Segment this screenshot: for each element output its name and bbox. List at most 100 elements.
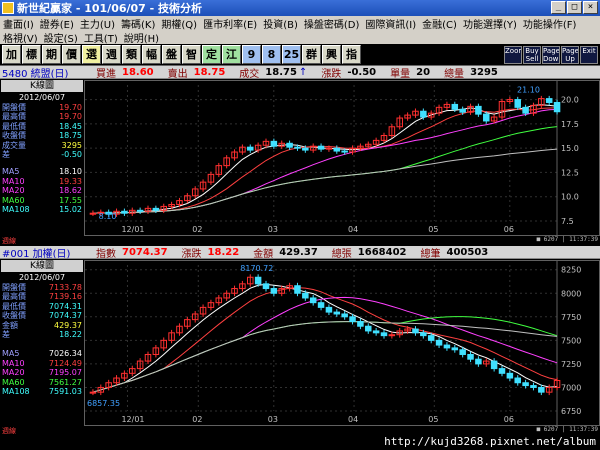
toolbar-button-7[interactable]: 幅 xyxy=(142,45,161,64)
toolbar-button-14[interactable]: 25 xyxy=(282,45,301,64)
menu-item-menu1-0[interactable]: 畫面(I) xyxy=(3,19,34,31)
toolbar-button-6[interactable]: 類 xyxy=(122,45,141,64)
menu-item-menu1-11[interactable]: 功能操作(F) xyxy=(522,19,577,31)
toolbar-button-5[interactable]: 週 xyxy=(102,45,121,64)
toolbar-button-15[interactable]: 群 xyxy=(302,45,321,64)
menu-item-menu1-5[interactable]: 匯市利率(E) xyxy=(203,19,258,31)
candle-body xyxy=(396,330,403,336)
toolbar-icon-buy-sell[interactable]: Buy Sell xyxy=(523,45,541,64)
menu-item-menu1-9[interactable]: 金融(C) xyxy=(422,19,457,31)
close-button[interactable]: × xyxy=(583,1,598,14)
info-value: 20 xyxy=(416,66,431,78)
toolbar-icon-exit[interactable]: Exit xyxy=(580,45,598,64)
toolbar-button-3[interactable]: 價 xyxy=(62,45,81,64)
menu-item-menu2-1[interactable]: 設定(S) xyxy=(43,33,78,45)
toolbar-button-10[interactable]: 定 xyxy=(202,45,221,64)
toolbar-button-2[interactable]: 期 xyxy=(42,45,61,64)
x-tick-label: 05 xyxy=(428,415,438,424)
menu-bar-secondary: 格視(V) 設定(S) 工具(T) 說明(H) xyxy=(0,30,600,45)
y-tick-label: 20.0 xyxy=(561,96,579,105)
ma-row: MA5 7026.34 xyxy=(0,349,84,358)
candle-body xyxy=(317,302,325,308)
candle-body xyxy=(278,142,285,147)
menu-item-menu1-6[interactable]: 投資(B) xyxy=(263,19,298,31)
info-label: 指數 xyxy=(96,248,116,260)
menu-item-menu1-4[interactable]: 期權(Q) xyxy=(161,19,198,31)
toolbar-button-8[interactable]: 盤 xyxy=(162,45,181,64)
menu-item-menu2-2[interactable]: 工具(T) xyxy=(83,33,118,45)
toolbar-icon-zoom[interactable]: Zoom xyxy=(504,45,522,64)
ohlc-label: 收盤價 xyxy=(2,131,26,141)
minimize-button[interactable]: _ xyxy=(551,1,566,14)
candle-body xyxy=(270,140,278,147)
candle-body xyxy=(286,285,293,290)
kline-label[interactable]: K線圖 xyxy=(1,80,83,92)
stock-code[interactable]: 5480 統盟(日) xyxy=(2,68,69,80)
toolbar-button-13[interactable]: 8 xyxy=(262,45,281,64)
stock-status-bar: 週線 ■ 6207 | 11:37:39 xyxy=(0,236,600,245)
ohlc-label: 差 xyxy=(2,150,10,160)
menu-item-menu1-3[interactable]: 籌碼(K) xyxy=(121,19,156,31)
menu-item-menu1-7[interactable]: 操盤密碼(D) xyxy=(303,19,360,31)
index-chart[interactable]: 8250 8000 7750 7500 7250 7000 6750 12/01 02 03 04 0… xyxy=(84,260,600,426)
ohlc-row: 差 18.22 xyxy=(0,330,84,339)
menu-item-menu1-1[interactable]: 證券(E) xyxy=(39,19,74,31)
menu-item-menu2-3[interactable]: 說明(H) xyxy=(123,33,160,45)
candle-body xyxy=(144,207,152,212)
menu-item-menu1-2[interactable]: 主力(U) xyxy=(79,19,116,31)
candle-body xyxy=(113,377,120,384)
menu-item-menu1-10[interactable]: 功能選擇(Y) xyxy=(462,19,517,31)
toolbar-icon-page-down[interactable]: Page Down xyxy=(542,45,560,64)
quote-info-bar: 5480 統盟(日) 買進 18.60 賣出 18.75 成交 18.75 ↑ 漲跌 -0.50… xyxy=(0,66,600,80)
toolbar-button-16[interactable]: 興 xyxy=(322,45,341,64)
menu-item-menu2-0[interactable]: 格視(V) xyxy=(3,33,38,45)
candle-body xyxy=(514,99,521,108)
ma-value: 15.02 xyxy=(59,205,82,215)
y-tick-label: 7000 xyxy=(561,383,581,392)
ohlc-row: 最低價 18.45 xyxy=(0,122,84,131)
menu-item-menu1-8[interactable]: 國際資訊(I) xyxy=(365,19,417,31)
ma-label: MA60 xyxy=(2,195,25,205)
candle-body xyxy=(467,353,474,360)
ohlc-value: 7139.16 xyxy=(48,292,82,302)
toolbar-button-4[interactable]: 選 xyxy=(82,45,101,64)
ohlc-row: 開盤價 19.70 xyxy=(0,103,84,112)
x-tick-label: 02 xyxy=(192,415,202,424)
ma-label: MA108 xyxy=(2,205,30,215)
index-chart-svg: 8250 8000 7750 7500 7250 7000 6750 12/01 02 03 04 0… xyxy=(85,261,581,425)
maximize-button[interactable]: □ xyxy=(567,1,582,14)
toolbar-button-9[interactable]: 智 xyxy=(182,45,201,64)
toolbar-button-0[interactable]: 加 xyxy=(2,45,21,64)
candle-body xyxy=(239,146,246,153)
candle-body xyxy=(215,165,223,175)
index-status-bar: 週線 ■ 6207 | 11:37:39 xyxy=(0,426,600,435)
index-code[interactable]: #001 加權(日) xyxy=(2,248,71,260)
candle-body xyxy=(522,382,529,387)
candle-body xyxy=(215,297,223,304)
ma-line xyxy=(92,126,558,214)
status-label: 週線 xyxy=(2,427,16,435)
toolbar-button-11[interactable]: 江 xyxy=(222,45,241,64)
toolbar-icon-page-up[interactable]: Page Up xyxy=(561,45,579,64)
index-panel: #001 加權(日) 指數 7074.37 漲跌 18.22 金額 429.37 總張 166… xyxy=(0,246,600,436)
candle-body xyxy=(545,386,553,393)
info-value: 400503 xyxy=(446,246,489,258)
toolbar-button-17[interactable]: 指 xyxy=(342,45,361,64)
toolbar-button-12[interactable]: 9 xyxy=(242,45,261,64)
watermark: http://kujd3268.pixnet.net/album xyxy=(384,435,596,448)
candle-body xyxy=(223,292,230,299)
toolbar-button-1[interactable]: 標 xyxy=(22,45,41,64)
candle-body xyxy=(136,360,144,370)
ma-row: MA10 19.33 xyxy=(0,177,84,186)
ohlc-value: 7133.78 xyxy=(48,283,82,292)
stock-chart[interactable]: 20.0 17.5 15.0 12.5 10.0 7.5 12/01 02 03 04 05 06 21… xyxy=(84,80,600,236)
candle-body xyxy=(427,335,435,341)
kline-label[interactable]: K線圖 xyxy=(1,260,83,272)
candle-body xyxy=(129,368,136,374)
candle-body xyxy=(278,288,285,294)
candle-body xyxy=(451,103,459,110)
candle-body xyxy=(309,145,317,151)
candle-body xyxy=(365,325,372,332)
info-label: 金額 xyxy=(253,248,274,260)
info-value: 1668402 xyxy=(357,246,407,258)
